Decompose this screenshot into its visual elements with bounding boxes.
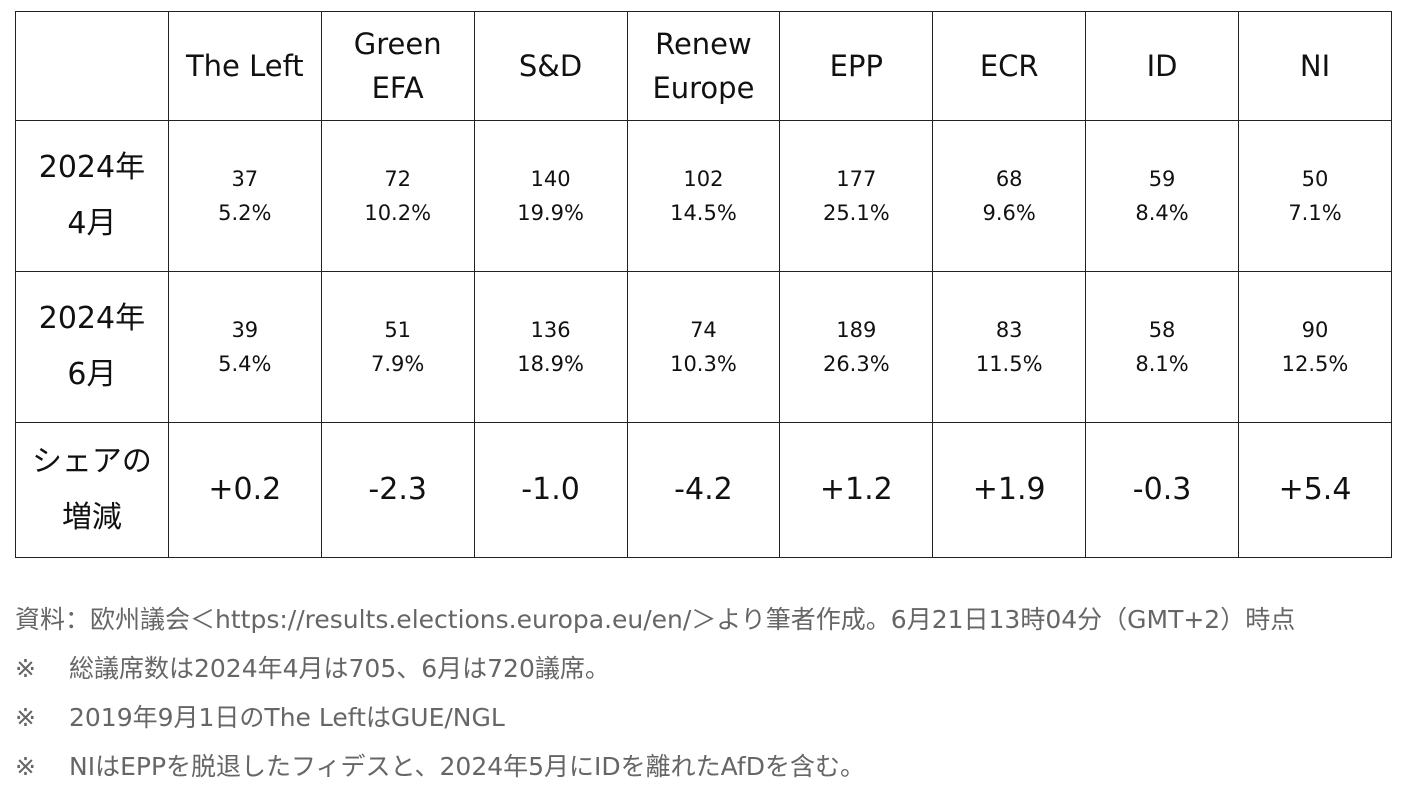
share: 9.6%	[982, 201, 1036, 225]
seats: 136	[530, 318, 571, 342]
share: 11.5%	[975, 352, 1043, 376]
seats: 72	[384, 167, 412, 191]
seats: 83	[995, 318, 1023, 342]
note: ※ 2019年9月1日のThe LeftはGUE/NGL	[15, 696, 1295, 745]
source: 資料：欧州議会＜https://results.elections.europa…	[15, 605, 1296, 634]
seats: 37	[231, 167, 259, 191]
change-cell: -1.0	[473, 422, 628, 558]
share: 5.2%	[218, 201, 272, 225]
data-cell: 74 10.3%	[626, 271, 781, 423]
share: 7.1%	[1288, 201, 1342, 225]
note: ※ 総議席数は2024年4月は705、6月は720議席。	[15, 647, 1295, 696]
change-cell: +1.9	[932, 422, 1087, 558]
row-label: 2024年 4月	[15, 120, 169, 272]
row-label: シェアの 増減	[15, 422, 169, 558]
data-cell: 68 9.6%	[932, 120, 1087, 272]
data-cell: 189 26.3%	[779, 271, 934, 423]
data-cell: 50 7.1%	[1238, 120, 1392, 272]
note-mark: ※	[15, 654, 36, 683]
header-cell: ECR	[932, 11, 1087, 121]
share: 18.9%	[517, 352, 584, 376]
seats: 74	[690, 318, 717, 342]
seats: 189	[836, 318, 877, 342]
share: 10.2%	[364, 201, 432, 225]
note: ※ NIはEPPを脱退したフィデスと、2024年5月にIDを離れたAfDを含む。	[15, 745, 1295, 794]
notes: 資料：欧州議会＜https://results.elections.europa…	[15, 598, 1295, 794]
seats: 68	[995, 167, 1023, 191]
change-cell: -0.3	[1085, 422, 1239, 558]
change-cell: +5.4	[1238, 422, 1392, 558]
header-cell	[15, 11, 169, 121]
header-cell: ID	[1085, 11, 1239, 121]
data-cell: 136 18.9%	[473, 271, 628, 423]
seats: 50	[1301, 167, 1329, 191]
share: 7.9%	[371, 352, 425, 376]
data-row: 2024年 4月 37 5.2% 72 10.2% 140 19.9% 102 14.5% 177…	[15, 120, 1392, 272]
row-label: 2024年 6月	[15, 271, 169, 423]
seats: 177	[836, 167, 877, 191]
seats: 59	[1148, 167, 1176, 191]
seats: 102	[683, 167, 724, 191]
share: 14.5%	[670, 201, 737, 225]
seats: 90	[1301, 318, 1329, 342]
data-cell: 59 8.4%	[1085, 120, 1239, 272]
header-row: The Left Green EFA S&D Renew Europe EPP ECR ID…	[15, 11, 1392, 121]
data-cell: 177 25.1%	[779, 120, 934, 272]
note-text: 2019年9月1日のThe LeftはGUE/NGL	[69, 703, 505, 732]
share: 26.3%	[822, 352, 890, 376]
data-cell: 140 19.9%	[473, 120, 628, 272]
share: 5.4%	[218, 352, 272, 376]
data-cell: 51 7.9%	[320, 271, 475, 423]
data-cell: 90 12.5%	[1238, 271, 1392, 423]
note-text: NIはEPPを脱退したフィデスと、2024年5月にIDを離れたAfDを含む。	[69, 752, 865, 781]
header-cell: Renew Europe	[626, 11, 781, 121]
change-cell: -4.2	[626, 422, 781, 558]
data-cell: 102 14.5%	[626, 120, 781, 272]
change-cell: +0.2	[167, 422, 322, 558]
seats: 51	[384, 318, 412, 342]
change-cell: +1.2	[779, 422, 934, 558]
data-row: 2024年 6月 39 5.4% 51 7.9% 136 18.9% 74 10.3% 189 26…	[15, 271, 1392, 423]
note-text: 総議席数は2024年4月は705、6月は720議席。	[69, 654, 610, 683]
share: 25.1%	[822, 201, 890, 225]
data-cell: 83 11.5%	[932, 271, 1087, 423]
note-mark: ※	[15, 752, 36, 781]
seats: 58	[1148, 318, 1176, 342]
data-cell: 58 8.1%	[1085, 271, 1239, 423]
data-table: The Left Green EFA S&D Renew Europe EPP ECR ID…	[15, 11, 1392, 558]
share: 10.3%	[670, 352, 737, 376]
data-cell: 39 5.4%	[167, 271, 322, 423]
header-cell: EPP	[779, 11, 934, 121]
note-mark: ※	[15, 703, 36, 732]
share: 12.5%	[1281, 352, 1349, 376]
share: 19.9%	[517, 201, 584, 225]
data-cell: 37 5.2%	[167, 120, 322, 272]
seats: 140	[530, 167, 571, 191]
header-cell: Green EFA	[320, 11, 475, 121]
header-cell: S&D	[473, 11, 628, 121]
share: 8.1%	[1135, 352, 1189, 376]
header-cell: The Left	[167, 11, 322, 121]
change-row: シェアの 増減 +0.2 -2.3 -1.0 -4.2 +1.2 +1.9 -0.3 +5.4	[15, 422, 1392, 558]
data-cell: 72 10.2%	[320, 120, 475, 272]
share: 8.4%	[1135, 201, 1189, 225]
seats: 39	[231, 318, 259, 342]
header-cell: NI	[1238, 11, 1392, 121]
change-cell: -2.3	[320, 422, 475, 558]
